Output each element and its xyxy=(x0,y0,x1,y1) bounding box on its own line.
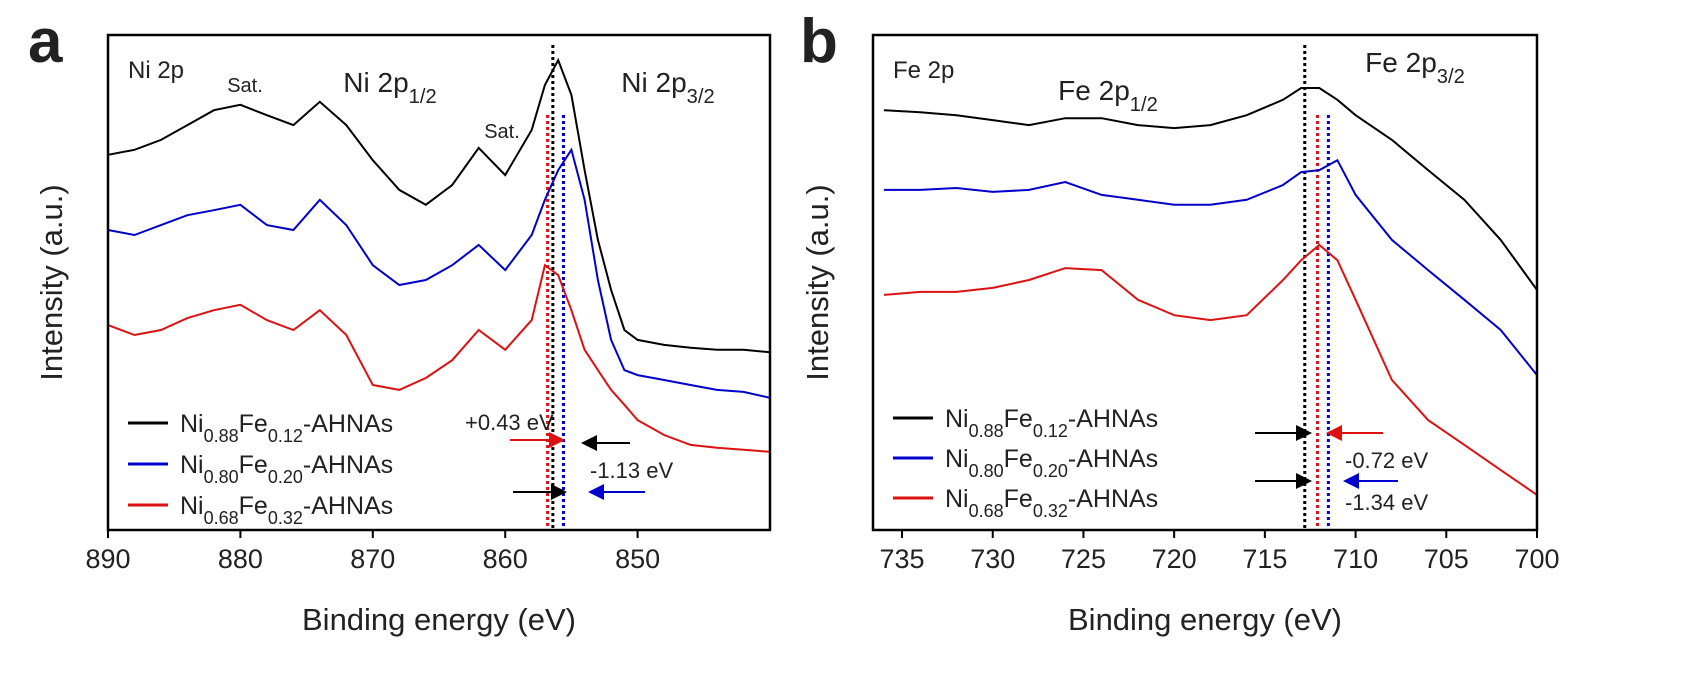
x-tick-label: 720 xyxy=(1152,544,1197,574)
x-tick-label: 725 xyxy=(1061,544,1106,574)
x-tick-label: 860 xyxy=(483,544,528,574)
x-axis-label: Binding energy (eV) xyxy=(1068,602,1342,637)
legend-label: Ni0.80Fe0.20-AHNAs xyxy=(945,445,1158,481)
legend-label: Ni0.80Fe0.20-AHNAs xyxy=(180,451,393,487)
y-axis-label: Intensity (a.u.) xyxy=(800,184,835,380)
x-tick-label: 715 xyxy=(1242,544,1287,574)
panel-letter: a xyxy=(28,7,63,76)
annotation: +0.43 eV xyxy=(465,410,554,435)
x-tick-label: 880 xyxy=(218,544,263,574)
x-tick-label: 870 xyxy=(350,544,395,574)
spectrum-line xyxy=(883,158,1538,376)
x-axis-label: Binding energy (eV) xyxy=(302,602,576,637)
spectrum-line xyxy=(883,243,1538,496)
annotation: Ni 2p3/2 xyxy=(621,67,714,108)
x-tick-label: 730 xyxy=(970,544,1015,574)
panel-letter: b xyxy=(800,7,838,76)
annotation: Fe 2p3/2 xyxy=(1365,47,1465,88)
annotation: Ni 2p xyxy=(128,57,184,84)
x-tick-label: 890 xyxy=(85,544,130,574)
legend-label: Ni0.88Fe0.12-AHNAs xyxy=(945,405,1158,441)
spectrum-line xyxy=(107,263,771,453)
annotation: Sat. xyxy=(484,121,520,143)
legend-label: Ni0.88Fe0.12-AHNAs xyxy=(180,410,393,446)
y-axis-label: Intensity (a.u.) xyxy=(34,184,69,380)
annotation: Fe 2p xyxy=(893,57,954,84)
spectrum-line xyxy=(107,147,771,399)
plot-frame xyxy=(106,33,772,532)
annotation: Fe 2p1/2 xyxy=(1058,75,1158,116)
x-tick-label: 850 xyxy=(615,544,660,574)
plot-frame xyxy=(871,33,1539,532)
annotation: -1.13 eV xyxy=(590,458,673,483)
x-tick-label: 710 xyxy=(1333,544,1378,574)
annotation: -1.34 eV xyxy=(1345,490,1428,515)
x-tick-label: 735 xyxy=(879,544,924,574)
annotation: -0.72 eV xyxy=(1345,448,1428,473)
annotation: Ni 2p1/2 xyxy=(343,67,436,108)
annotation: Sat. xyxy=(227,75,263,97)
legend-label: Ni0.68Fe0.32-AHNAs xyxy=(180,492,393,528)
legend-label: Ni0.68Fe0.32-AHNAs xyxy=(945,485,1158,521)
x-tick-label: 705 xyxy=(1424,544,1469,574)
spectrum-line xyxy=(107,57,771,354)
x-tick-label: 700 xyxy=(1514,544,1559,574)
spectrum-line xyxy=(883,87,1538,291)
